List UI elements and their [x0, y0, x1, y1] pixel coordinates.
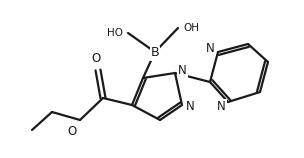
Text: N: N: [206, 43, 215, 55]
Text: N: N: [178, 64, 187, 78]
Text: N: N: [217, 100, 226, 112]
Text: N: N: [186, 100, 195, 113]
Text: B: B: [151, 46, 159, 60]
Text: HO: HO: [107, 28, 123, 38]
Text: O: O: [92, 52, 101, 65]
Text: OH: OH: [183, 23, 199, 33]
Text: O: O: [68, 125, 77, 138]
